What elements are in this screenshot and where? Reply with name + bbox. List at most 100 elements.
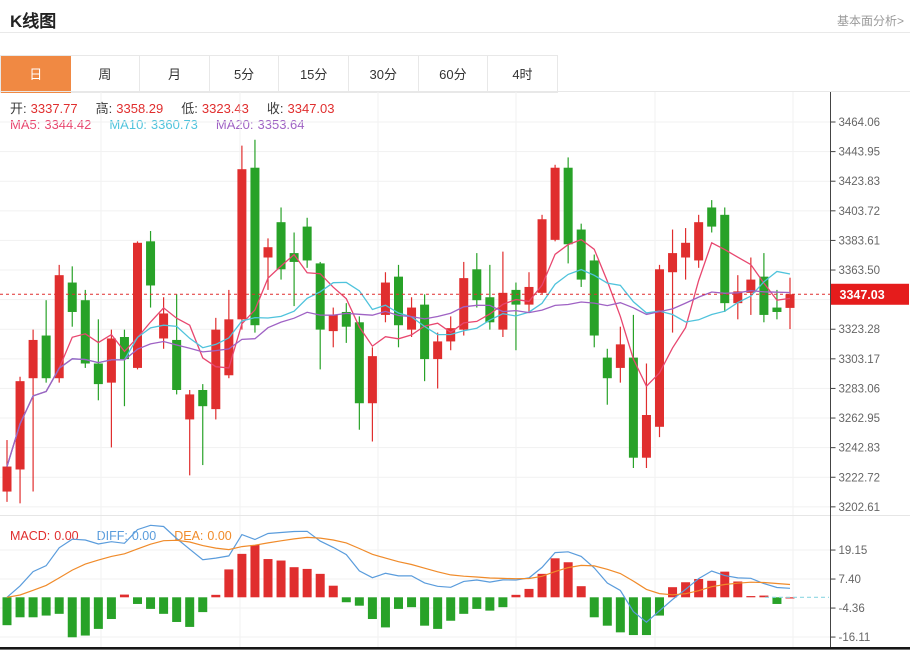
tab-5分[interactable]: 5分 [209,56,280,93]
candle-body [720,214,730,304]
timeframe-tabbar: 日周月 5分 15分 30分 60分 4时 [0,55,558,93]
macd-bar [524,588,534,598]
ma-row-ma20: MA20: 3353.64 [216,117,309,132]
candle [394,264,403,348]
candle-body [602,357,612,379]
tick-label: 3222.72 [839,472,881,484]
candle-body [133,242,142,368]
candle [302,217,312,268]
badge-text: 3347.03 [840,288,885,302]
macd-bar [211,594,221,598]
macd-bar [354,597,364,606]
candle-body [681,242,691,258]
candle-body [407,307,417,330]
candle-body [198,389,208,407]
candle [185,389,195,476]
bottom-border-bar [0,647,910,650]
candle-body [759,276,769,315]
candle [485,264,495,330]
tab-4时[interactable]: 4时 [488,56,558,93]
candle-body [250,167,260,326]
candle [263,238,273,290]
macd-bar [472,597,482,609]
macd-bar [380,597,390,628]
macd-bar [733,581,743,598]
dea-value: 0.00 [207,529,232,543]
candle [250,139,260,333]
header-divider [0,32,910,33]
candle [707,200,717,233]
candle [615,326,625,383]
macd-bar [576,586,586,598]
ohlc-row-close: 收: 3347.03 [267,101,339,116]
candle-body [537,219,547,293]
candle [537,214,547,295]
macd-bar [328,585,338,598]
candle-body [67,282,77,312]
candle-body [524,286,534,305]
page-title: K线图 [10,12,57,31]
tab-月[interactable]: 月 [140,56,210,93]
macd-bar [80,597,90,636]
candle [328,307,338,348]
diff-value: 0.00 [131,529,157,543]
candle-body [733,291,743,304]
tick-label: 3242.83 [839,443,881,455]
candle-body [589,260,599,336]
macd-bar [54,597,64,614]
tick-label: -4.36 [839,603,865,615]
macd-bar [289,567,299,598]
candle-body [394,276,403,326]
candle-body [54,275,64,379]
tick-label: 19.15 [839,545,868,557]
macd-bar [133,597,142,604]
tab-15分[interactable]: 15分 [279,56,349,93]
ma5-label: MA5: [10,117,41,132]
candle-body [302,226,312,261]
macd-bar [668,587,678,598]
candle [772,289,782,320]
candle-body [185,394,195,420]
tick-label: 3262.95 [839,413,881,425]
candle [133,241,142,370]
fundamental-analysis-link[interactable]: 基本面分析> [836,14,904,28]
macd-bar [28,597,38,618]
candle-body [563,167,573,245]
badge-rect [831,283,909,305]
tab-30分[interactable]: 30分 [348,56,419,93]
candle [289,232,299,307]
candle [576,223,586,287]
dea-label: DEA: [174,529,204,543]
candle-body [93,363,103,385]
candle-body [119,337,129,360]
ohlc-readout: 开: 3337.77 高: 3358.29 低: 3323.43 收: 3347.03 [10,98,353,117]
candle [472,253,482,308]
candle-body [511,289,521,305]
tick-label: 3403.72 [839,206,881,218]
candle [80,289,90,368]
open-label: 开: [10,101,27,116]
candle-body [615,344,625,368]
tick-label: -16.11 [839,632,871,644]
candle-body [2,466,12,492]
macd-bar [498,597,508,608]
candle-body [172,339,182,390]
macd-bar [198,597,208,613]
candle-body [694,222,704,261]
candle-body [80,300,90,364]
candle-body [146,241,156,286]
candle [119,329,129,407]
low-label: 低: [181,101,198,116]
tick-label: 3303.17 [839,354,881,366]
candle [655,264,664,438]
candle-body [354,322,364,404]
candle-body [746,279,756,293]
macd-row-diff: DIFF: 0.00 [97,529,161,543]
macd-bar [237,553,247,598]
tab-周[interactable]: 周 [70,56,141,93]
candle-body [367,356,377,404]
candle-body [159,313,169,339]
macd-bar [250,544,260,598]
tab-60分[interactable]: 60分 [418,56,489,93]
tab-日[interactable]: 日 [1,56,71,93]
